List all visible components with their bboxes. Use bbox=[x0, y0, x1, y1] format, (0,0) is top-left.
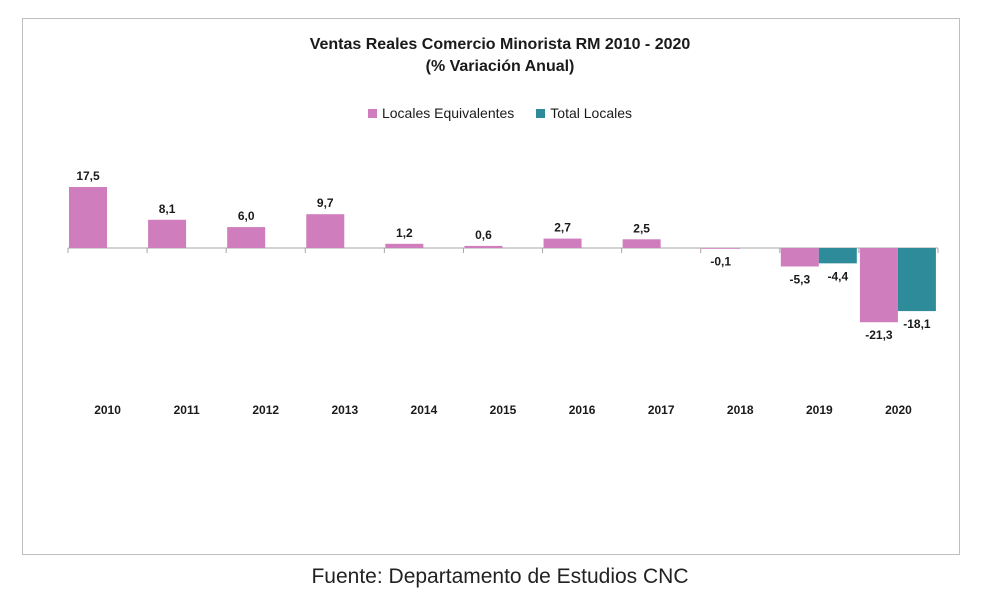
legend-item-locales-equivalentes: Locales Equivalentes bbox=[367, 105, 515, 121]
chart-title: Ventas Reales Comercio Minorista RM 2010… bbox=[309, 36, 691, 53]
bar-locales-equivalentes bbox=[701, 248, 740, 249]
data-label: 2,7 bbox=[554, 221, 571, 235]
chart-frame bbox=[22, 18, 960, 555]
data-label: 6,0 bbox=[238, 209, 255, 223]
bar-locales-equivalentes bbox=[543, 238, 582, 248]
x-tick-label: 2011 bbox=[174, 403, 200, 417]
data-label: 8,1 bbox=[159, 202, 176, 216]
x-tick-label: 2016 bbox=[569, 403, 596, 417]
bar-locales-equivalentes bbox=[622, 239, 661, 248]
data-label: -18,1 bbox=[903, 317, 931, 331]
bar-total-locales bbox=[897, 248, 936, 312]
x-tick-label: 2015 bbox=[490, 403, 517, 417]
bar-locales-equivalentes bbox=[69, 187, 107, 248]
bar-locales-equivalentes bbox=[780, 248, 819, 267]
bar-locales-equivalentes bbox=[464, 245, 503, 248]
bar-locales-equivalentes bbox=[385, 243, 424, 248]
bar-locales-equivalentes bbox=[148, 219, 187, 248]
data-label: 2,5 bbox=[633, 221, 650, 235]
x-tick-label: 2018 bbox=[727, 403, 754, 417]
x-tick-label: 2014 bbox=[411, 403, 438, 417]
data-label: -4,4 bbox=[827, 269, 848, 283]
data-label: -21,3 bbox=[865, 328, 893, 342]
data-label: 1,2 bbox=[396, 226, 413, 240]
legend-item-total-locales: Total Locales bbox=[536, 105, 632, 121]
bar-total-locales bbox=[818, 248, 857, 264]
source-note: Fuente: Departamento de Estudios CNC bbox=[311, 565, 689, 588]
legend-label-total-locales: Total Locales bbox=[550, 105, 633, 121]
x-tick-label: 2020 bbox=[885, 403, 912, 417]
chart-legend: Locales Equivalentes Total Locales bbox=[0, 105, 1000, 121]
data-label: -5,3 bbox=[789, 272, 810, 286]
x-tick-label: 2012 bbox=[252, 403, 279, 417]
data-label: 9,7 bbox=[317, 196, 334, 210]
data-label: 0,6 bbox=[475, 228, 492, 242]
data-label: -0,1 bbox=[710, 254, 731, 268]
bar-locales-equivalentes bbox=[306, 214, 345, 248]
bar-locales-equivalentes bbox=[227, 227, 266, 248]
x-tick-label: 2013 bbox=[331, 403, 358, 417]
x-tick-label: 2017 bbox=[648, 403, 675, 417]
chart-subtitle: (% Variación Anual) bbox=[425, 58, 575, 75]
legend-swatch-locales-equivalentes bbox=[367, 108, 377, 118]
legend-label-locales-equivalentes: Locales Equivalentes bbox=[381, 105, 515, 121]
bar-locales-equivalentes bbox=[859, 248, 898, 323]
x-tick-label: 2010 bbox=[94, 403, 121, 417]
legend-swatch-total-locales bbox=[536, 108, 546, 118]
x-tick-label: 2019 bbox=[806, 403, 833, 417]
data-label: 17,5 bbox=[76, 169, 100, 183]
